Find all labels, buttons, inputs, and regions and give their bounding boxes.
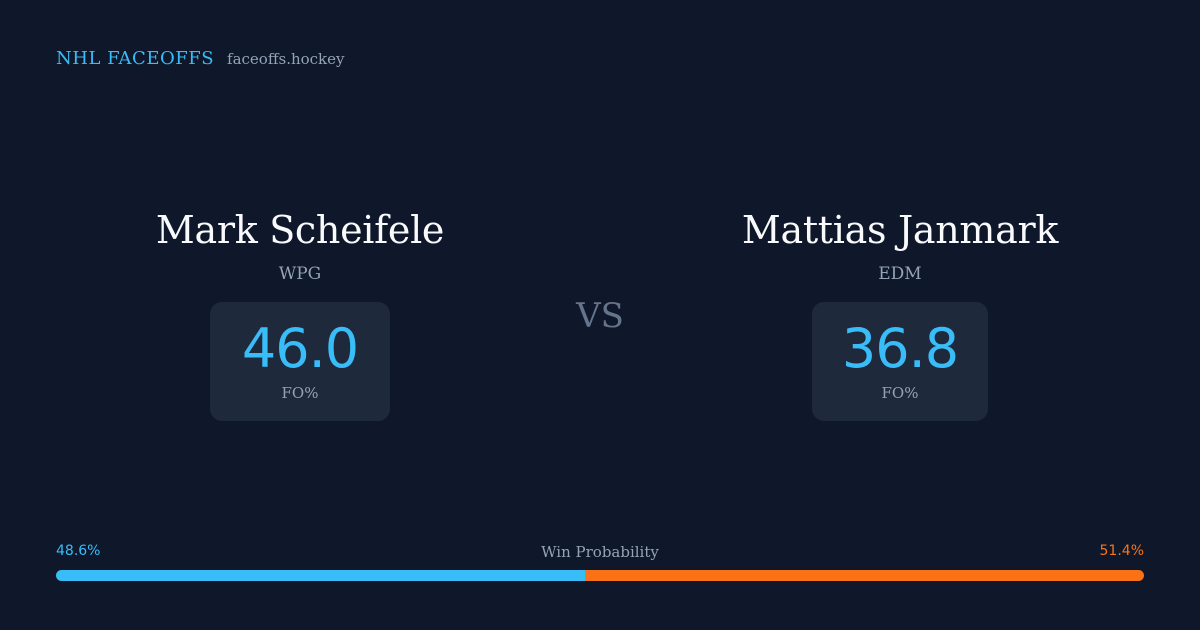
versus-label: VS [576, 296, 624, 336]
brand-header: NHL FACEOFFS faceoffs.hockey [56, 48, 345, 72]
stat-label-right: FO% [881, 384, 919, 402]
brand-name: NHL FACEOFFS [56, 48, 215, 69]
player-name-right: Mattias Janmark [741, 208, 1059, 252]
player-card-left: Mark Scheifele WPG [40, 203, 560, 285]
player-card-right: Mattias Janmark EDM [640, 203, 1160, 285]
win-probability-segment-left [56, 570, 585, 581]
stat-label-left: FO% [281, 384, 319, 402]
win-probability-title: Win Probability [541, 543, 659, 561]
faceoff-percentage-left: 46.0 [241, 317, 359, 380]
win-probability-segment-right [584, 570, 1144, 581]
player-team-left: WPG [278, 264, 322, 284]
brand-domain: faceoffs.hockey [227, 50, 345, 68]
win-probability-bar [56, 570, 1144, 581]
player-name-left: Mark Scheifele [155, 208, 445, 252]
stat-box-right: 36.8 FO% [812, 302, 988, 421]
win-probability-right: 51.4% [1099, 543, 1144, 559]
faceoff-percentage-right: 36.8 [841, 317, 959, 380]
player-team-right: EDM [878, 264, 922, 284]
win-probability-left: 48.6% [56, 543, 101, 559]
win-probability-labels: 48.6% Win Probability 51.4% [56, 543, 1144, 563]
stat-box-left: 46.0 FO% [210, 302, 390, 421]
